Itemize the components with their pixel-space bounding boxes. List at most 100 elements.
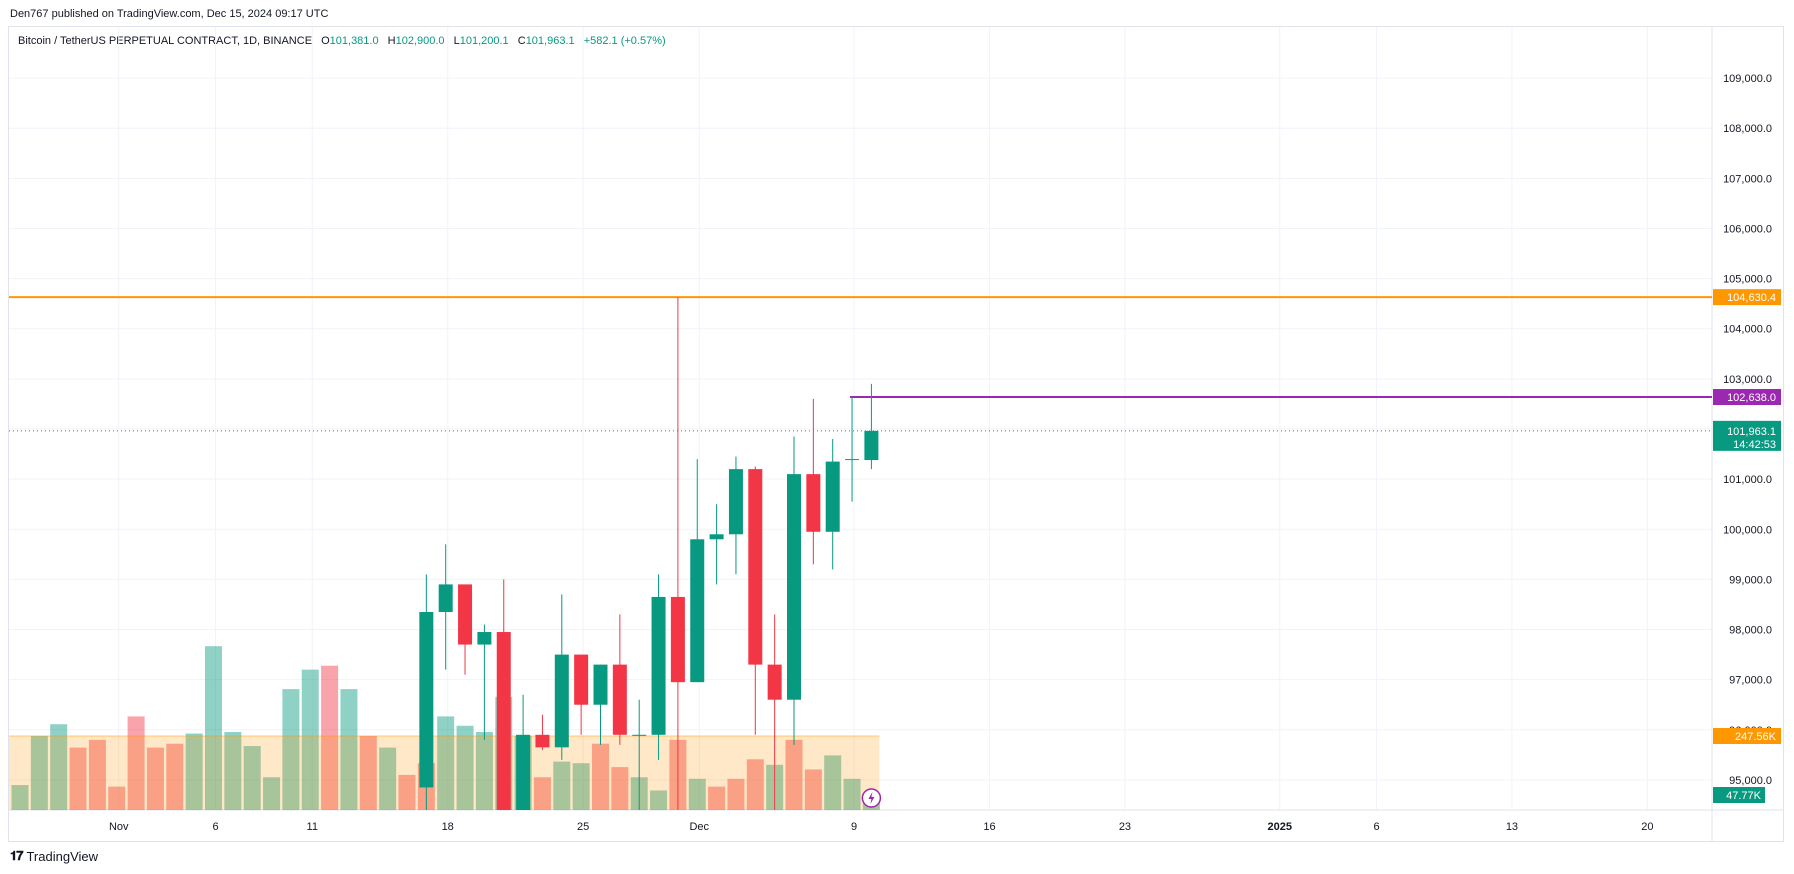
- x-tick-label: 6: [212, 821, 218, 833]
- volume-bar: [321, 665, 339, 810]
- candle-body[interactable]: [864, 430, 879, 461]
- volume-bar: [359, 735, 377, 810]
- volume-bar: [553, 761, 571, 810]
- volume-bar: [127, 716, 145, 810]
- lightning-icon-glyph: [868, 792, 875, 804]
- candle-body[interactable]: [535, 734, 550, 748]
- tradingview-logo-icon: 𝟏𝟕: [10, 848, 24, 863]
- candle-body[interactable]: [728, 469, 743, 535]
- candle-body[interactable]: [593, 664, 608, 705]
- y-tick-label: 105,000.0: [1723, 274, 1772, 286]
- candle-body[interactable]: [419, 611, 434, 788]
- x-tick-label: Nov: [109, 821, 129, 833]
- x-tick-label: 6: [1373, 821, 1379, 833]
- candle-body[interactable]: [612, 664, 627, 735]
- y-tick-label: 101,000.0: [1723, 474, 1772, 486]
- volume-bar: [146, 747, 164, 810]
- volume-bar: [843, 778, 861, 810]
- y-tick-label: 99,000.0: [1729, 574, 1772, 586]
- volume-ma-tag-label: 247.56K: [1735, 731, 1777, 743]
- y-tick-label: 97,000.0: [1729, 675, 1772, 687]
- volume-bar: [224, 732, 242, 810]
- volume-bar: [379, 747, 397, 810]
- open-value: 101,381.0: [329, 35, 379, 47]
- candle-body[interactable]: [651, 596, 666, 735]
- volume-bar: [708, 786, 726, 810]
- candle-body[interactable]: [806, 474, 821, 532]
- candle-body[interactable]: [496, 632, 511, 810]
- candle-body[interactable]: [709, 534, 724, 540]
- countdown-label: 14:42:53: [1733, 439, 1776, 451]
- high-label: H: [387, 35, 396, 47]
- open-label: O: [321, 35, 330, 47]
- candle-body[interactable]: [554, 654, 569, 748]
- volume-bar: [785, 739, 803, 810]
- symbol-title[interactable]: Bitcoin / TetherUS PERPETUAL CONTRACT, 1…: [18, 35, 313, 47]
- last-price-tag-label: 101,963.1: [1727, 426, 1776, 438]
- candle-body[interactable]: [845, 459, 860, 461]
- volume-bar: [185, 733, 203, 810]
- volume-bar: [282, 689, 300, 810]
- volume-bar: [243, 746, 261, 810]
- volume-bar: [688, 778, 706, 810]
- candle-body[interactable]: [632, 734, 647, 736]
- volume-bar: [11, 785, 29, 810]
- volume-bar: [437, 716, 455, 810]
- x-tick-label: 13: [1506, 821, 1518, 833]
- x-tick-label: 16: [983, 821, 995, 833]
- y-tick-label: 103,000.0: [1723, 374, 1772, 386]
- candle-body[interactable]: [767, 664, 782, 700]
- y-tick-label: 95,000.0: [1729, 775, 1772, 787]
- volume-bar: [88, 739, 106, 810]
- x-tick-label: 9: [851, 821, 857, 833]
- pivot-price-tag: [1713, 389, 1781, 406]
- y-tick-label: 104,000.0: [1723, 324, 1772, 336]
- volume-bar: [30, 735, 48, 810]
- x-tick-label: 20: [1641, 821, 1653, 833]
- close-value: 101,963.1: [525, 35, 575, 47]
- candle-body[interactable]: [574, 654, 589, 705]
- y-tick-label: 108,000.0: [1723, 123, 1772, 135]
- pivot-price-tag-label: 102,638.0: [1727, 392, 1776, 404]
- change-value: +582.1 (+0.57%): [583, 35, 666, 47]
- y-tick-label: 100,000.0: [1723, 524, 1772, 536]
- resistance-price-tag-label: 104,630.4: [1727, 292, 1776, 304]
- volume-bar: [69, 747, 87, 810]
- volume-bar: [611, 767, 629, 810]
- volume-bar: [263, 777, 281, 810]
- tradingview-logo[interactable]: 𝟏𝟕 TradingView: [10, 848, 98, 864]
- volume-ma-tag: [1713, 728, 1781, 744]
- volume-bar: [727, 778, 745, 810]
- volume-bar: [650, 790, 668, 810]
- candle-body[interactable]: [516, 734, 531, 810]
- candle-body[interactable]: [670, 596, 685, 683]
- x-tick-label: 25: [577, 821, 589, 833]
- volume-last-tag: [1713, 787, 1765, 803]
- candle-body[interactable]: [458, 584, 473, 645]
- volume-bar: [456, 725, 474, 810]
- low-label: L: [453, 35, 460, 47]
- volume-ma-area: [9, 736, 880, 810]
- volume-bar: [50, 724, 68, 810]
- volume-bar: [301, 669, 319, 810]
- candle-body[interactable]: [825, 461, 840, 532]
- y-tick-label: 98,000.0: [1729, 625, 1772, 637]
- candle-body[interactable]: [477, 632, 492, 645]
- y-tick-label: 106,000.0: [1723, 223, 1772, 235]
- ohlc-legend: Bitcoin / TetherUS PERPETUAL CONTRACT, 1…: [18, 35, 672, 47]
- chart-frame: [8, 26, 1784, 842]
- volume-bar: [746, 759, 764, 810]
- candle-body[interactable]: [787, 474, 801, 700]
- resistance-price-tag: [1713, 289, 1781, 306]
- candle-body[interactable]: [690, 539, 705, 683]
- volume-bar: [533, 777, 551, 810]
- volume-last-tag-label: 47.77K: [1726, 790, 1762, 802]
- last-price-tag: [1713, 420, 1781, 451]
- candle-body[interactable]: [438, 584, 453, 612]
- volume-bar: [572, 763, 590, 810]
- candle-body[interactable]: [748, 469, 763, 665]
- volume-bar: [205, 646, 222, 810]
- x-tick-label: Dec: [689, 821, 709, 833]
- y-tick-label: 109,000.0: [1723, 73, 1772, 85]
